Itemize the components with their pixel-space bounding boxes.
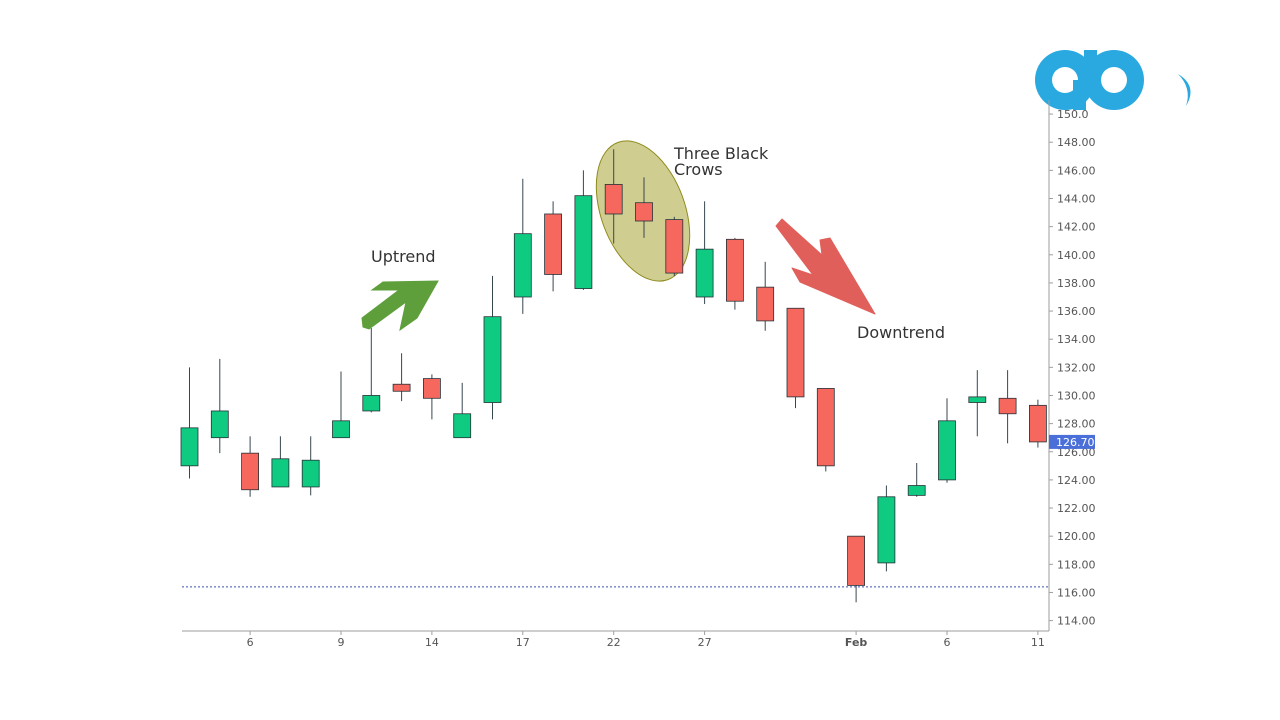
candle-up (332, 420, 350, 439)
brand-logo (1035, 50, 1191, 110)
uptrend-label: Uptrend (371, 247, 436, 266)
candle-up (877, 496, 896, 564)
y-tick-label: 132.00 (1057, 361, 1096, 374)
candle-up (483, 316, 502, 403)
candle-up (513, 233, 532, 298)
candle-up (695, 248, 714, 298)
current-price-badge: 126.70 (1049, 434, 1095, 449)
x-tick-label: Feb (845, 636, 868, 649)
x-tick-label: 6 (944, 636, 951, 649)
y-tick-label: 118.00 (1057, 558, 1096, 571)
candle-up (210, 410, 229, 439)
candle-up (301, 459, 320, 488)
y-tick-label: 126.00 (1057, 446, 1096, 459)
x-tick-label: 14 (425, 636, 439, 649)
candle-down (604, 184, 623, 215)
candle-down (998, 397, 1017, 415)
candle-down (665, 219, 684, 274)
y-tick-label: 138.00 (1057, 277, 1096, 290)
candle-up (362, 395, 381, 412)
candle-down (392, 383, 411, 392)
x-tick-label: 22 (607, 636, 621, 649)
candle-up (574, 195, 593, 289)
downtrend-arrow (775, 218, 876, 315)
x-tick-label: 27 (698, 636, 712, 649)
y-tick-label: 130.00 (1057, 389, 1096, 402)
x-tick-label: 17 (516, 636, 530, 649)
candle-up (271, 458, 290, 488)
candle-down (241, 452, 260, 491)
x-tick-label: 11 (1031, 636, 1045, 649)
candle-down (847, 535, 865, 586)
candle-up (907, 485, 926, 496)
current-price-value: 126.70 (1056, 436, 1095, 449)
y-tick-label: 148.00 (1057, 136, 1096, 149)
y-tick-label: 134.00 (1057, 333, 1096, 346)
candle-up (938, 420, 956, 481)
y-tick-label: 122.00 (1057, 502, 1096, 515)
candle-down (422, 378, 441, 399)
y-tick-label: 144.00 (1057, 193, 1096, 206)
y-tick-label: 128.00 (1057, 418, 1096, 431)
downtrend-label: Downtrend (857, 323, 945, 342)
x-tick-label: 6 (247, 636, 254, 649)
y-tick-label: 136.00 (1057, 305, 1096, 318)
y-tick-label: 142.00 (1057, 221, 1096, 234)
y-tick-label: 140.00 (1057, 249, 1096, 262)
candle-up (453, 413, 472, 439)
y-tick-label: 124.00 (1057, 474, 1096, 487)
candle-down (635, 202, 653, 222)
candle-up (968, 396, 987, 403)
pattern-label-line1: Three Black (673, 144, 769, 163)
x-tick-label: 9 (338, 636, 345, 649)
candle-down (756, 286, 775, 322)
y-tick-label: 146.00 (1057, 164, 1096, 177)
candle-down (816, 388, 835, 467)
candle-down (726, 238, 744, 302)
candle-down (1029, 404, 1047, 443)
candle-down (786, 307, 805, 398)
candle-down (544, 213, 562, 275)
candle-up (180, 427, 199, 467)
y-tick-label: 116.00 (1057, 586, 1096, 599)
y-tick-label: 150.0 (1057, 108, 1089, 121)
uptrend-arrow (361, 280, 439, 332)
pattern-label-line2: Crows (674, 160, 723, 179)
y-tick-label: 114.00 (1057, 615, 1096, 628)
y-tick-label: 120.00 (1057, 530, 1096, 543)
